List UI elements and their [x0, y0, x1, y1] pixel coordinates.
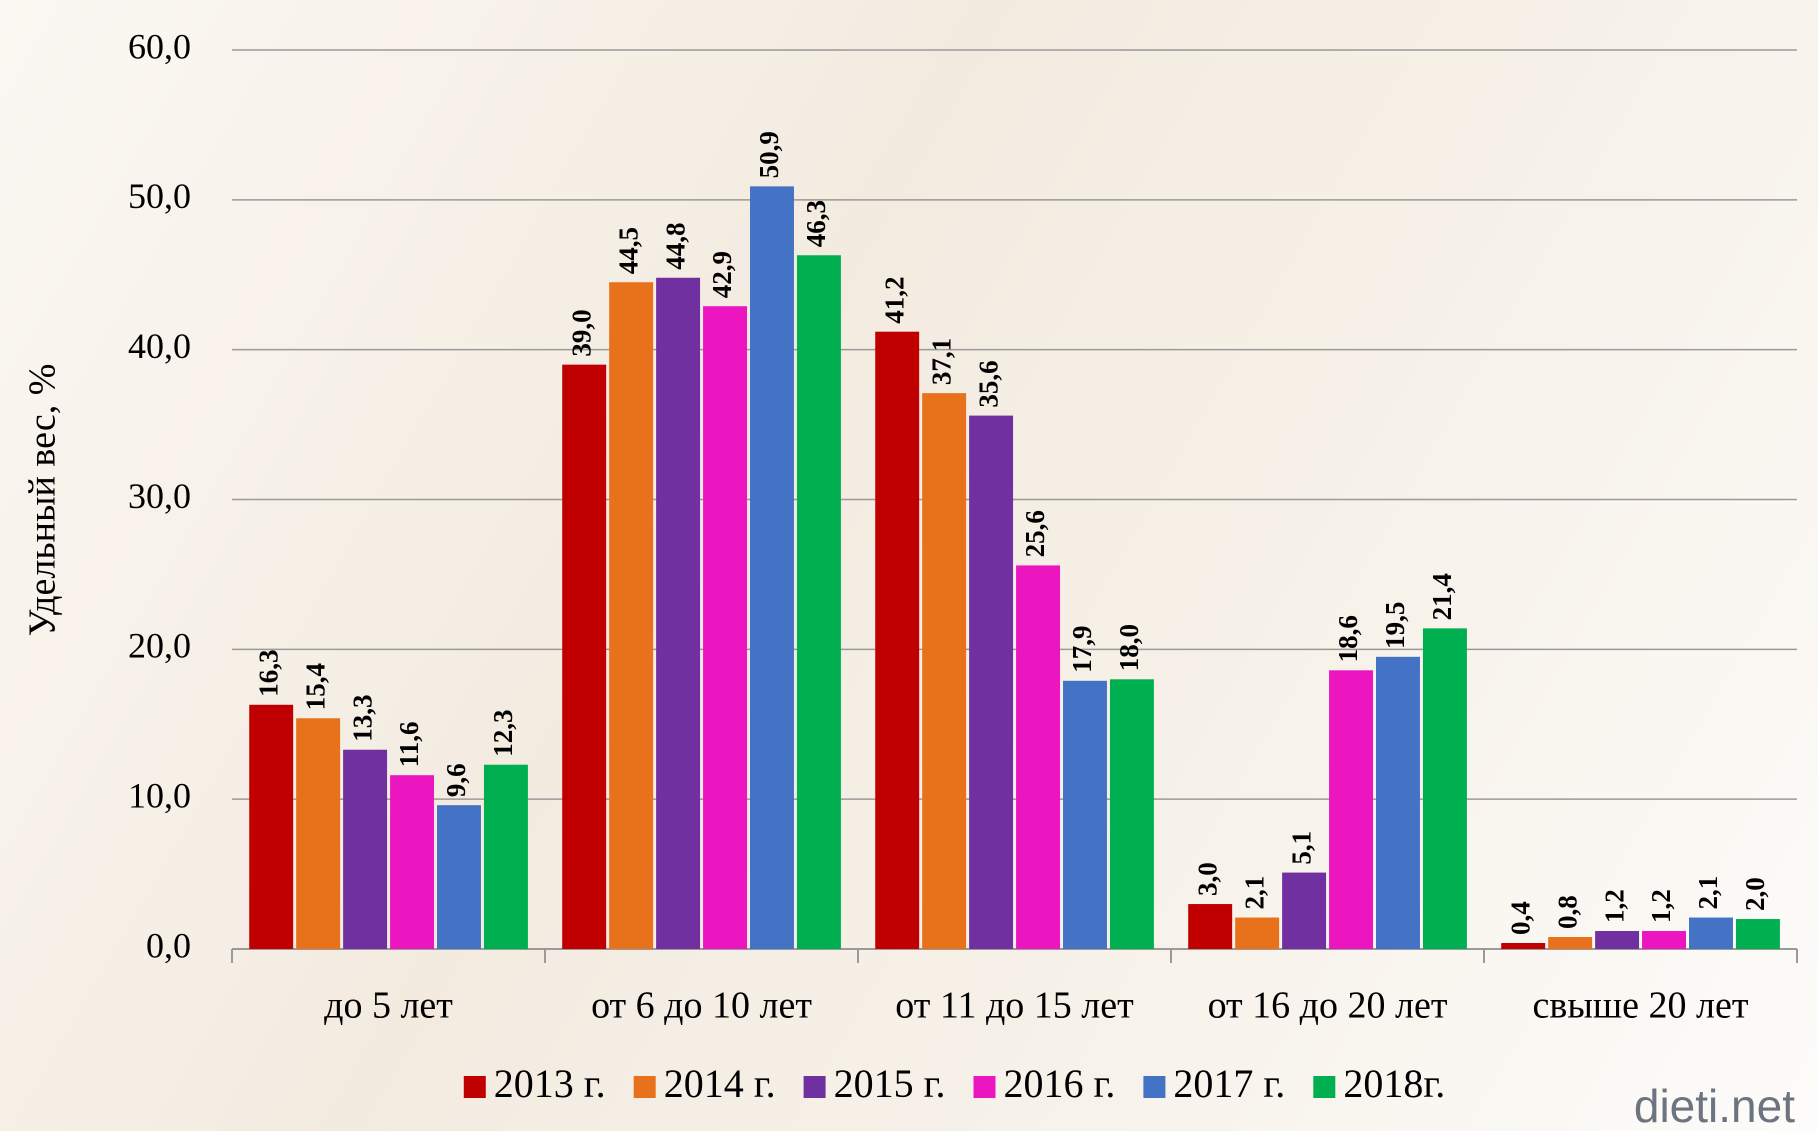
value-label: 1,2 — [1646, 889, 1676, 923]
value-label: 21,4 — [1427, 573, 1457, 620]
legend-swatch — [973, 1076, 996, 1098]
y-tick-label: 0,0 — [146, 925, 191, 965]
x-tick-label: от 16 до 20 лет — [1208, 985, 1448, 1027]
value-label: 35,6 — [973, 360, 1003, 407]
legend-label: 2018г. — [1343, 1061, 1445, 1106]
value-label: 5,1 — [1286, 831, 1316, 865]
y-tick-label: 50,0 — [128, 176, 191, 216]
value-label: 2,1 — [1693, 876, 1723, 910]
bar — [1376, 656, 1420, 949]
bar — [483, 764, 528, 949]
bar — [437, 805, 481, 949]
bar — [343, 749, 388, 949]
bar — [750, 186, 794, 949]
bar — [1501, 943, 1546, 949]
value-label: 39,0 — [566, 309, 596, 356]
bar — [922, 393, 967, 949]
bar — [1235, 917, 1280, 949]
bar — [1735, 919, 1780, 949]
value-label: 17,9 — [1067, 626, 1097, 673]
value-label: 46,3 — [801, 200, 831, 247]
y-tick-label: 20,0 — [128, 626, 191, 666]
value-label: 44,5 — [613, 227, 643, 274]
bar — [1329, 670, 1374, 949]
bar — [703, 306, 748, 950]
bar — [1016, 565, 1061, 949]
x-tick-label: от 11 до 15 лет — [895, 985, 1134, 1027]
bar — [875, 331, 920, 950]
y-tick-label: 40,0 — [128, 326, 191, 366]
value-label: 16,3 — [253, 650, 283, 697]
bar — [249, 704, 294, 949]
value-label: 0,8 — [1552, 895, 1582, 929]
value-label: 50,9 — [754, 131, 784, 178]
y-tick-label: 10,0 — [128, 775, 191, 815]
value-label: 12,3 — [488, 709, 518, 756]
legend-label: 2013 г. — [494, 1061, 606, 1106]
value-label: 15,4 — [300, 663, 330, 710]
value-label: 41,2 — [879, 276, 909, 323]
bar — [1282, 872, 1327, 949]
value-label: 13,3 — [347, 694, 377, 741]
bar — [969, 415, 1014, 949]
x-tick-label: свыше 20 лет — [1533, 985, 1749, 1027]
bar — [1642, 931, 1687, 949]
value-label: 18,6 — [1333, 615, 1363, 662]
value-label: 1,2 — [1599, 889, 1629, 923]
value-label: 25,6 — [1020, 510, 1050, 557]
bar — [1548, 937, 1593, 949]
value-label: 44,8 — [660, 222, 690, 269]
bar — [390, 775, 435, 949]
value-label: 11,6 — [394, 721, 424, 767]
legend-label: 2017 г. — [1173, 1061, 1285, 1106]
legend-label: 2014 г. — [664, 1061, 776, 1106]
bar — [609, 282, 654, 949]
y-axis-title: Удельный вес, % — [22, 364, 64, 637]
value-label: 18,0 — [1114, 624, 1144, 671]
bar — [1422, 628, 1467, 949]
y-tick-label: 60,0 — [128, 26, 191, 66]
legend-swatch — [463, 1076, 486, 1098]
bar — [1109, 679, 1154, 949]
legend-label: 2015 г. — [834, 1061, 946, 1106]
value-label: 2,0 — [1740, 877, 1770, 911]
bar — [656, 277, 701, 949]
legend-label: 2016 г. — [1004, 1061, 1116, 1106]
bar — [1063, 680, 1107, 949]
value-label: 3,0 — [1192, 862, 1222, 896]
value-label: 2,1 — [1239, 876, 1269, 910]
bar — [1188, 904, 1233, 949]
legend-swatch — [633, 1076, 656, 1098]
value-label: 0,4 — [1505, 901, 1535, 935]
value-label: 42,9 — [707, 251, 737, 298]
x-tick-label: от 6 до 10 лет — [591, 985, 812, 1027]
x-tick-label: до 5 лет — [324, 985, 453, 1027]
legend-swatch — [1143, 1076, 1166, 1098]
bar — [562, 364, 607, 949]
legend-swatch — [803, 1076, 826, 1098]
watermark: dieti.net — [1634, 1080, 1795, 1131]
bar — [1595, 931, 1640, 949]
legend-swatch — [1313, 1076, 1336, 1098]
bar — [296, 718, 341, 949]
y-tick-label: 30,0 — [128, 476, 191, 516]
bar — [1689, 917, 1733, 949]
value-label: 37,1 — [926, 338, 956, 385]
value-label: 19,5 — [1380, 602, 1410, 649]
bar — [796, 255, 841, 949]
value-label: 9,6 — [441, 763, 471, 797]
